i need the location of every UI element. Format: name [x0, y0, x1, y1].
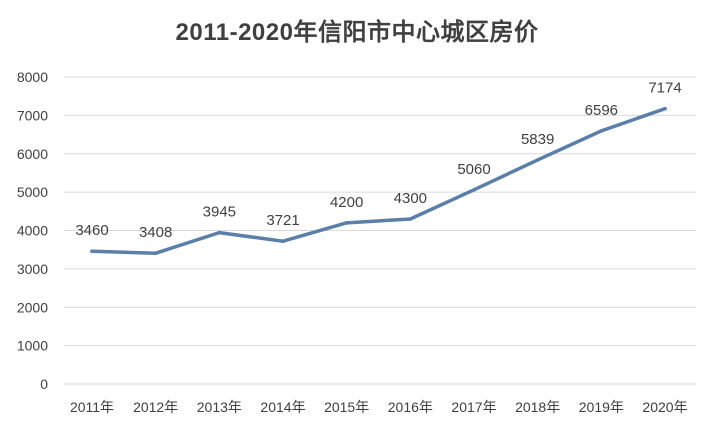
data-point [408, 217, 413, 221]
x-tick-label: 2014年 [260, 399, 305, 415]
chart-title: 2011-2020年信阳市中心城区房价 [175, 19, 539, 46]
data-point [472, 188, 476, 192]
x-tick-label: 2020年 [642, 399, 687, 415]
data-label: 6596 [585, 102, 618, 119]
data-label: 5839 [521, 131, 554, 148]
data-label: 4200 [330, 194, 363, 211]
x-tick-label: 2015年 [324, 399, 369, 415]
data-label: 4300 [394, 190, 427, 207]
data-point [663, 106, 667, 111]
data-point [153, 251, 158, 256]
data-point [599, 129, 604, 133]
x-tick-label: 2012年 [133, 399, 178, 415]
x-tick-label: 2017年 [451, 399, 496, 415]
data-labels: 3460 3408 3945 3721 4200 4300 5060 5839 6596 7174 [75, 80, 681, 242]
x-tick-label: 2013年 [197, 399, 242, 415]
x-tick-label: 2019年 [579, 399, 624, 415]
data-label: 3721 [266, 212, 299, 229]
y-tick-label: 0 [40, 376, 48, 392]
y-tick-label: 5000 [17, 184, 48, 200]
y-tick-label: 4000 [17, 223, 48, 239]
data-label: 3460 [75, 222, 108, 239]
y-tick-label: 3000 [17, 261, 48, 277]
data-label: 7174 [648, 80, 681, 97]
y-tick-label: 2000 [17, 299, 48, 315]
y-tick-label: 6000 [17, 146, 48, 162]
series-layer [90, 106, 667, 256]
y-axis-ticks: 0 1000 2000 3000 4000 5000 6000 7000 8000 [17, 69, 48, 392]
data-point [90, 249, 94, 254]
y-tick-label: 7000 [17, 107, 48, 123]
x-tick-label: 2011年 [70, 399, 114, 415]
data-point [281, 239, 285, 244]
data-label: 5060 [457, 161, 490, 178]
series-line [90, 106, 667, 255]
data-point [535, 158, 540, 162]
data-point [217, 230, 222, 235]
data-label: 3945 [203, 204, 236, 221]
y-tick-label: 1000 [17, 338, 48, 354]
y-tick-label: 8000 [17, 69, 48, 85]
data-point [344, 221, 349, 225]
x-axis-ticks: 2011年 2012年 2013年 2014年 2015年 2016年 2017年 2018年… [70, 399, 688, 415]
grid-layer [64, 76, 696, 385]
x-tick-label: 2018年 [515, 399, 560, 415]
data-label: 3408 [139, 224, 172, 241]
x-tick-label: 2016年 [388, 399, 433, 415]
